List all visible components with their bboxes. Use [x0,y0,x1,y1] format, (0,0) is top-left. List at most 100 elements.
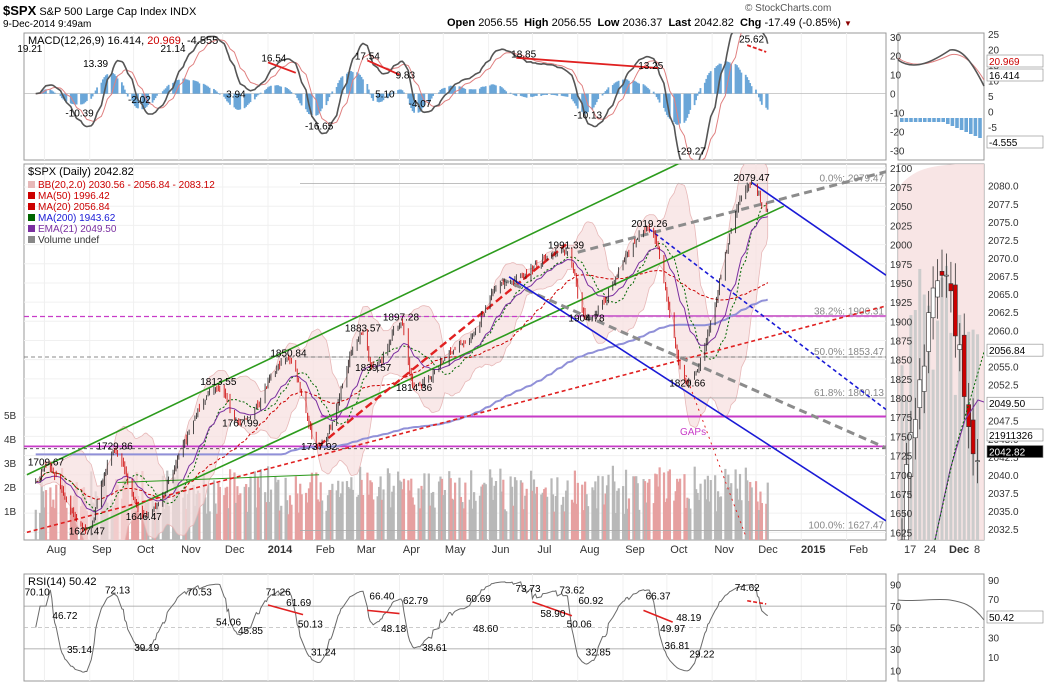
macd-histogram-bar [645,86,648,94]
volume-bar [464,482,467,540]
price-annotation: 1813.55 [200,377,237,388]
macd-histogram-bar [464,88,467,94]
volume-bar [198,493,201,540]
volume-bar [605,485,609,540]
inset-rsi-line [897,598,985,621]
inset-macd-hist [918,118,922,122]
macd-histogram-bar [331,91,334,94]
rsi-annotation: 70.53 [187,587,212,598]
macd-histogram-bar [277,85,280,94]
macd-histogram-bar [613,83,616,94]
volume-bar [316,499,319,540]
macd-tick-label: 10 [890,71,902,82]
volume-bar [521,482,524,540]
macd-histogram-bar [284,87,287,94]
macd-histogram-bar [738,69,741,94]
macd-divergence-line [746,44,767,53]
macd-histogram-bar [350,71,353,94]
volume-bar [379,476,382,540]
volume-bar [502,479,505,540]
volume-bar [601,476,604,540]
macd-histogram-bar [182,78,185,94]
ema21-value-label: 2049.50 [989,399,1026,410]
x-axis-label: Aug [47,544,67,556]
volume-bar [62,485,65,540]
volume-bar [433,507,436,540]
macd-histogram-bar [440,88,443,94]
x-axis-label: Nov [181,544,201,556]
rsi-annotation: 36.81 [665,641,690,652]
volume-bar [264,492,267,540]
macd-histogram-bar [550,93,553,95]
rsi-title: RSI(14) 50.42 [28,576,96,588]
volume-bar [397,471,400,540]
volume-bar [505,511,508,540]
inset-volume-bar [949,332,953,540]
legend-item: EMA(21) 2049.50 [38,224,117,235]
macd-histogram-bar [535,93,538,96]
volume-bar [576,482,579,540]
macd-histogram-bar [167,84,170,94]
volume-bar [389,507,392,540]
volume-bar [749,481,752,540]
macd-annotation: 3.94 [226,89,246,100]
volume-bar [392,485,395,540]
macd-histogram-bar [575,93,578,106]
rsi-annotation: 32.85 [586,647,611,658]
volume-bar [41,491,45,540]
volume-bar [512,505,515,540]
inset-macd-hist [959,118,964,130]
macd-histogram-bar [522,93,525,97]
volume-bar [500,491,503,540]
macd-histogram-bar [420,93,423,111]
macd-histogram-bar [474,89,477,94]
macd-histogram-bar [551,93,554,95]
macd-histogram-bar [648,89,651,94]
volume-bar [63,476,67,540]
macd-histogram-bar [356,72,359,94]
price-tick-label: 2025 [890,221,913,232]
rsi-annotation: 74.62 [735,583,760,594]
volume-bar [581,484,584,540]
rsi-tick-label: 10 [890,666,902,677]
macd-histogram-bar [392,91,395,94]
macd-histogram-bar [80,93,82,105]
macd-histogram-bar [65,93,68,102]
volume-bar [309,482,312,540]
volume-bar [604,493,607,540]
macd-histogram-bar [728,62,731,94]
macd-histogram-bar [134,93,136,107]
inset-candle-body [966,404,971,427]
macd-histogram-bar [673,93,676,123]
volume-bar [664,502,667,540]
macd-histogram-bar [461,87,464,94]
inset-macd-tick-label: 0 [988,108,994,119]
volume-bar [388,473,391,540]
macd-histogram-bar [544,93,547,95]
macd-histogram-bar [196,81,199,94]
inset-macd-hist [913,118,918,122]
volume-bar [662,472,666,540]
macd-histogram-bar [509,92,512,94]
macd-histogram-bar [765,93,768,108]
volume-bar [255,507,258,540]
fib-label: 0.0%: 2079.47 [820,174,885,185]
rsi-divergence-line [367,609,400,615]
inset-macd-hist [946,118,950,124]
macd-histogram-bar [576,93,579,109]
volume-bar [586,506,590,540]
volume-bar [236,486,239,540]
macd-histogram-bar [633,80,636,94]
volume-tick-label: 5B [4,411,17,422]
volume-bar [529,470,533,540]
inset-candle-body [935,280,940,298]
macd-histogram-bar [357,73,360,94]
volume-bar [570,499,574,540]
macd-histogram-bar [120,82,123,94]
header-left: $SPX S&P 500 Large Cap Index INDX [3,3,196,18]
inset-tick-label: 2060.0 [988,326,1019,337]
macd-histogram-bar [622,79,624,94]
macd-histogram-bar [562,93,565,97]
volume-value-label-bg [986,428,1044,442]
macd-histogram-bar [229,93,231,105]
